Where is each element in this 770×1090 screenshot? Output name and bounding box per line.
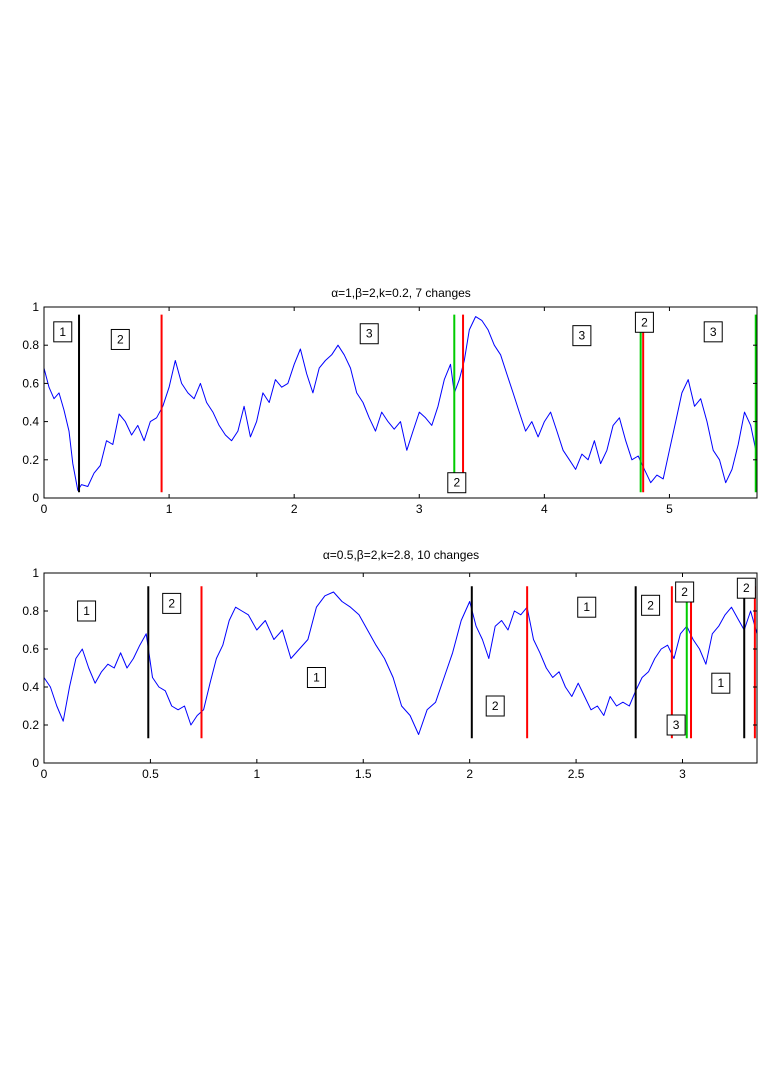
state-label-8: 3: [673, 718, 680, 732]
state-label-4: 2: [492, 699, 499, 713]
axes-frame-top: [43, 306, 758, 499]
state-label-box-4: [447, 472, 467, 494]
y-tick-label-3: 0.4: [22, 680, 39, 694]
state-label-box-3: [359, 323, 379, 345]
chart-title-bottom: α=0.5,β=2,k=2.8, 10 changes: [323, 548, 479, 562]
x-tick-label-6: 5: [666, 502, 673, 516]
state-label-1: 1: [59, 325, 66, 339]
state-label-10: 2: [743, 581, 750, 595]
state-label-box-2: [110, 328, 130, 350]
x-tick-label-1: 0: [41, 502, 48, 516]
state-label-box-3: [306, 667, 326, 688]
chart-top: α=1,β=2,k=0.2, 7 changes 1 2 3 2 3 2 3 0 1 2 3 4 5 0 0…: [22, 286, 758, 516]
x-tick-label-5: 4: [541, 502, 548, 516]
x-tick-label-3: 1: [253, 767, 260, 781]
state-label-box-5: [572, 325, 592, 347]
y-tick-label-3: 0.4: [22, 415, 39, 429]
state-label-2: 2: [168, 596, 175, 610]
state-label-3: 1: [313, 671, 320, 685]
state-label-box-7: [703, 321, 723, 343]
state-label-box-9: [711, 672, 731, 694]
y-tick-label-5: 0.8: [22, 338, 39, 352]
x-tick-label-4: 1.5: [355, 767, 372, 781]
state-label-7: 2: [681, 585, 688, 599]
y-tick-label-4: 0.6: [22, 642, 39, 656]
state-label-box-5: [577, 596, 597, 618]
y-tick-label-1: 0: [32, 756, 39, 770]
state-label-6: 2: [641, 315, 648, 329]
state-label-9: 1: [717, 676, 724, 690]
series-line: [43, 591, 758, 735]
state-label-5: 3: [579, 329, 586, 343]
state-label-2: 2: [117, 332, 124, 346]
x-tick-label-3: 2: [291, 502, 298, 516]
state-label-5: 1: [583, 600, 590, 614]
y-tick-label-5: 0.8: [22, 604, 39, 618]
x-tick-label-4: 3: [416, 502, 423, 516]
chart-title-top: α=1,β=2,k=0.2, 7 changes: [331, 286, 471, 300]
state-label-box-1: [53, 321, 73, 343]
state-label-7: 3: [710, 325, 717, 339]
y-tick-label-2: 0.2: [22, 453, 39, 467]
state-label-box-7: [675, 581, 695, 603]
state-label-box-8: [666, 714, 686, 736]
state-label-1: 1: [83, 604, 90, 618]
x-tick-label-2: 0.5: [142, 767, 159, 781]
y-tick-label-6: 1: [32, 566, 39, 580]
state-label-box-10: [736, 577, 756, 599]
y-tick-label-1: 0: [32, 491, 39, 505]
x-tick-label-2: 1: [166, 502, 173, 516]
y-tick-label-6: 1: [32, 300, 39, 314]
state-label-box-2: [162, 592, 182, 614]
axes-frame-bottom: [43, 572, 758, 764]
state-label-4: 2: [453, 476, 460, 490]
series-line: [43, 316, 758, 491]
x-tick-label-6: 2.5: [568, 767, 585, 781]
state-label-3: 3: [366, 327, 373, 341]
state-label-box-4: [485, 695, 505, 717]
state-label-6: 2: [647, 598, 654, 612]
y-tick-label-4: 0.6: [22, 376, 39, 390]
y-tick-label-2: 0.2: [22, 718, 39, 732]
x-tick-label-7: 3: [679, 767, 686, 781]
x-tick-label-5: 2: [466, 767, 473, 781]
state-label-box-1: [77, 600, 97, 622]
state-label-box-6: [641, 594, 661, 616]
state-label-box-6: [634, 311, 654, 333]
x-tick-label-1: 0: [41, 767, 48, 781]
